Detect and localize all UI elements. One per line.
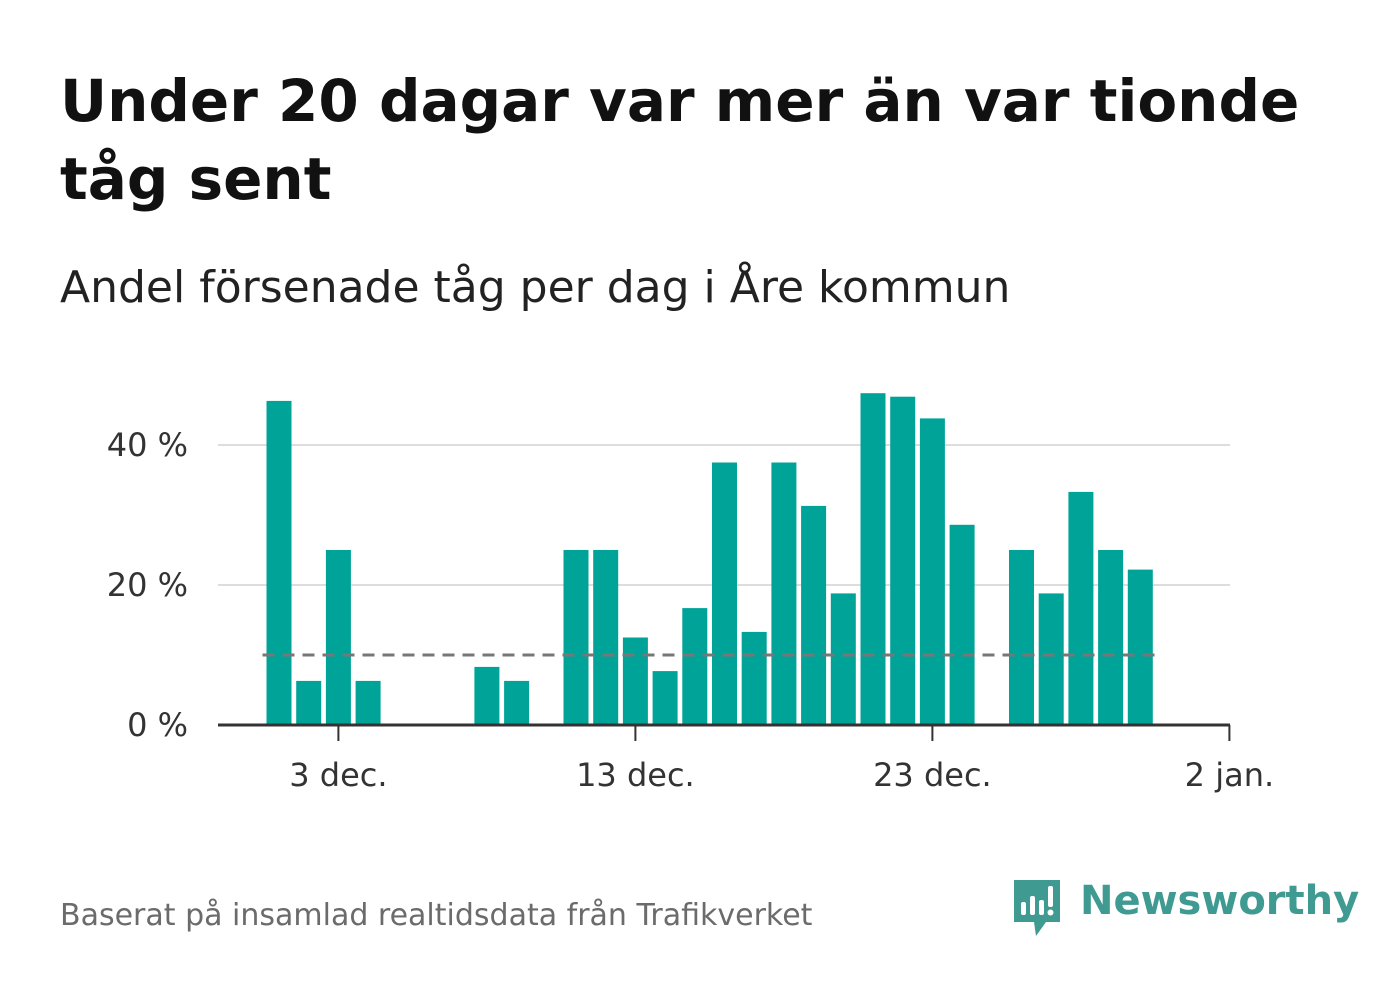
x-tick-label: 23 dec.: [873, 756, 992, 794]
bar: [919, 418, 945, 725]
bar: [1068, 491, 1094, 725]
bar: [504, 680, 530, 725]
bar: [652, 671, 678, 725]
bar: [355, 680, 381, 725]
bar: [563, 550, 589, 725]
bar: [771, 462, 797, 725]
x-tick-label: 3 dec.: [289, 756, 387, 794]
brand-logo: Newsworthy: [1010, 876, 1359, 946]
chart-subtitle: Andel försenade tåg per dag i Åre kommun: [60, 262, 1011, 313]
bar-chart: 0 % 20 % 40 % 3 dec. 13 dec. 23 dec. 2 jan.: [107, 393, 1274, 794]
x-tick-label: 13 dec.: [576, 756, 695, 794]
bar: [741, 631, 767, 725]
bar: [860, 393, 886, 725]
source-note: Baserat på insamlad realtidsdata från Tr…: [60, 898, 813, 933]
bar: [682, 608, 708, 725]
bar: [474, 666, 500, 725]
bar: [325, 550, 351, 725]
bar: [266, 400, 292, 725]
brand-name: Newsworthy: [1080, 878, 1360, 924]
bar: [949, 524, 975, 725]
bar: [593, 550, 619, 725]
bar: [1127, 569, 1153, 725]
bar: [1009, 550, 1034, 725]
y-tick-label: 0 %: [127, 706, 188, 744]
x-tick-label: 2 jan.: [1185, 756, 1274, 794]
bar: [622, 637, 648, 725]
bars: [266, 393, 1153, 725]
bar: [890, 396, 916, 725]
bar: [830, 593, 856, 725]
bar: [296, 680, 322, 725]
bar: [712, 462, 737, 725]
y-tick-label: 40 %: [107, 426, 188, 464]
bar: [1098, 550, 1124, 725]
axes: 0 % 20 % 40 % 3 dec. 13 dec. 23 dec. 2 jan.: [107, 426, 1274, 794]
bar: [801, 505, 827, 725]
bar: [1038, 593, 1064, 725]
y-tick-label: 20 %: [107, 566, 188, 604]
newsworthy-logo-icon: [1014, 880, 1060, 936]
chart-title: Under 20 dagar var mer än var tionde tåg…: [60, 67, 1300, 213]
